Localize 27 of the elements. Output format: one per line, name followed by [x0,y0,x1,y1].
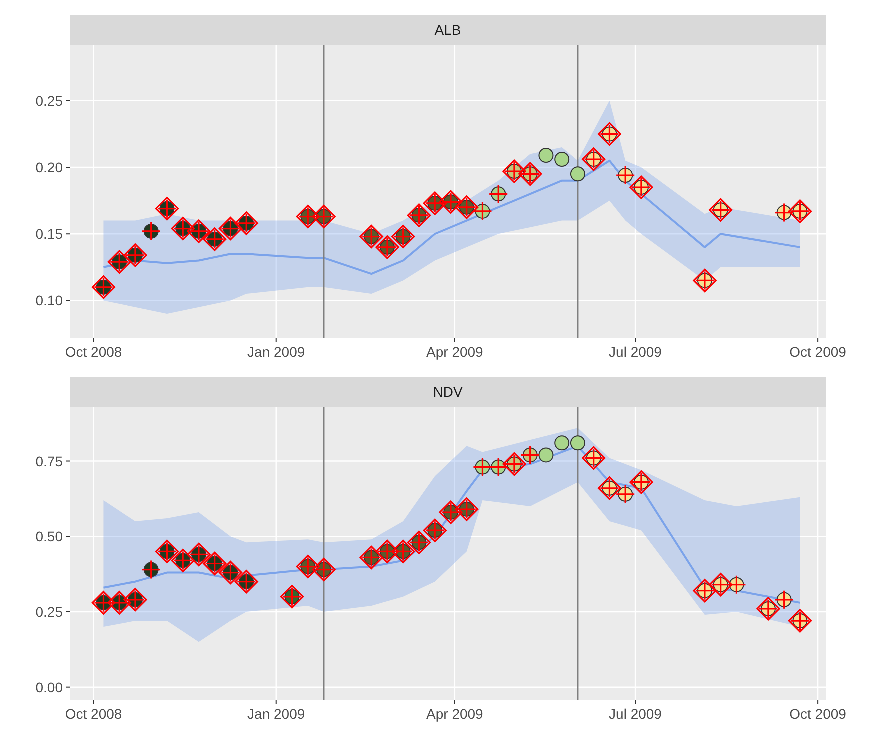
y-tick-label: 0.75 [36,453,64,470]
y-tick-label: 0.10 [36,292,64,309]
point [570,436,586,451]
point [538,448,554,463]
x-tick-label: Jan 2009 [248,344,306,360]
y-tick-label: 0.50 [36,528,64,545]
point [554,152,570,168]
chart-title: ALB [434,22,462,38]
x-tick-label: Jul 2009 [609,344,662,360]
x-tick-label: Oct 2008 [65,344,122,360]
point [538,148,554,164]
y-tick-label: 0.25 [36,92,64,109]
point [570,166,586,182]
point [554,436,570,451]
x-tick-label: Jan 2009 [248,706,306,722]
x-tick-label: Oct 2009 [790,706,847,722]
y-tick-label: 0.00 [36,679,64,696]
y-tick-label: 0.15 [36,226,64,242]
chart-title: NDV [433,384,464,400]
x-tick-label: Apr 2009 [426,706,484,722]
x-tick-label: Apr 2009 [426,344,484,360]
x-tick-label: Jul 2009 [609,706,662,722]
y-tick-label: 0.20 [36,160,64,176]
line-series [102,160,802,276]
x-tick-label: Oct 2009 [790,344,847,360]
y-tick-label: 0.25 [36,604,64,620]
x-tick-label: Oct 2008 [65,706,122,722]
